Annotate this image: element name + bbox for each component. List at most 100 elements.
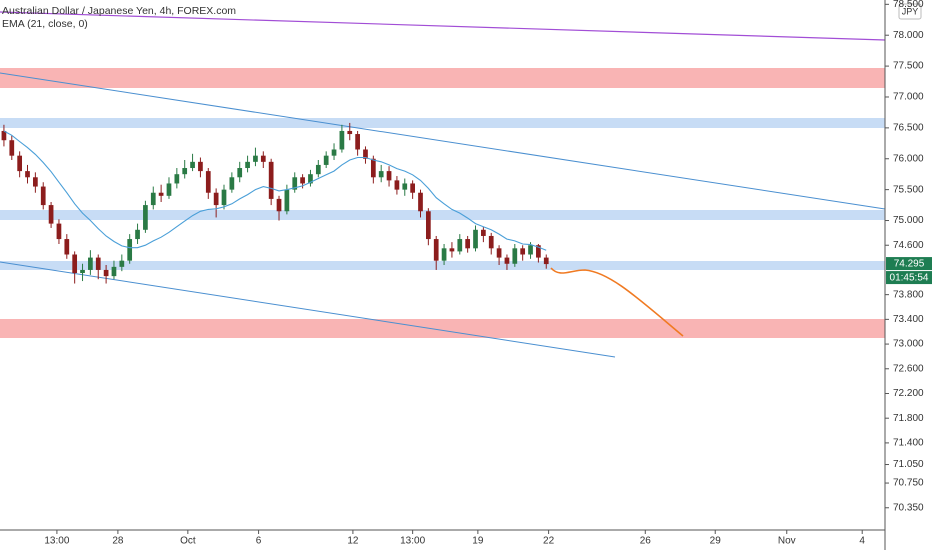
candle-body [425,211,431,240]
candle-body [347,130,353,135]
candle-body [457,239,463,252]
x-tick-label: 6 [256,536,262,547]
y-tick-label: 75.000 [893,215,924,226]
candle-body [276,198,282,212]
candle-body [449,248,455,252]
candle-body [284,189,290,212]
x-tick-label: 19 [472,536,484,547]
y-tick-label: 71.800 [893,413,924,424]
candle-body [308,174,313,184]
candle-body [496,248,502,258]
x-tick-label: 29 [710,536,722,547]
y-tick-label: 78.000 [893,30,924,41]
candle-body [418,192,423,212]
candle-body [536,245,541,258]
candle-body [25,171,30,178]
candle-body [402,183,408,190]
candle-body [386,171,392,181]
candle-body [205,171,211,193]
plot [1,122,549,284]
candle-body [40,186,46,206]
candle-body [143,205,148,230]
x-tick-label: Oct [180,536,196,547]
support-zone [0,319,885,338]
candle-body [95,257,101,270]
indicator-label: EMA (21, close, 0) [2,18,88,30]
candle-body [441,248,447,261]
candle-body [528,245,533,255]
candle-body [221,189,227,206]
trend-line [0,261,616,358]
candle-body [56,223,62,240]
candle-body [465,239,471,249]
candle-body [198,161,203,172]
countdown-label: 01:45:54 [890,273,929,284]
y-tick-label: 76.000 [893,153,924,164]
x-tick-label: 28 [112,536,124,547]
candle-body [72,254,78,274]
candle-body [150,192,156,206]
candle-body [245,161,250,169]
candle-body [88,257,93,270]
candle-body [292,177,298,190]
candle-body [237,168,243,178]
x-tick-label: 12 [347,536,359,547]
candle-body [520,248,526,255]
y-tick-label: 71.050 [893,459,924,470]
y-tick-label: 74.600 [893,240,924,251]
price-label: 74.295 [894,259,925,270]
y-tick-label: 72.200 [893,388,924,399]
y-tick-label: 73.000 [893,339,924,350]
candle-body [481,229,486,236]
candle-body [433,239,439,261]
currency-label: JPY [902,6,919,16]
candle-body [158,192,164,196]
candle-body [512,248,518,264]
trend-line [0,72,886,210]
zone [0,118,885,128]
y-tick-label: 70.750 [893,478,924,489]
candle-body [315,164,321,175]
price-label-box [886,257,932,271]
candle-body [119,260,125,267]
candle-body [488,235,494,249]
zone [0,261,885,270]
y-tick-label: 76.500 [893,123,924,134]
candle-body [543,257,549,265]
projection-path [550,267,684,337]
candle-body [339,130,345,150]
candle-body [355,134,360,150]
candle-body [378,171,384,178]
y-tick-label: 71.400 [893,438,924,449]
y-tick-label: 70.350 [893,502,924,513]
trend-line [0,11,886,41]
candle-body [229,177,235,190]
currency-box[interactable] [898,3,922,20]
candle-body [80,269,85,274]
candle-body [33,177,38,187]
y-tick-label: 73.800 [893,289,924,300]
candle-body [48,205,54,224]
x-tick-label: 13:00 [44,536,69,547]
candle-body [331,149,337,156]
candle-body [323,155,329,165]
candle-body [17,155,23,172]
x-tick-label: 4 [859,536,865,547]
zone [0,210,885,220]
x-tick-label: Nov [778,536,796,547]
candle-body [9,140,15,156]
candle-body [127,239,133,261]
y-tick-label: 73.400 [893,314,924,325]
ema-line [3,130,547,251]
candle-body [103,269,109,277]
y-tick-label: 75.500 [893,184,924,195]
x-tick-label: 22 [543,536,555,547]
candle-body [260,155,266,162]
countdown-box [886,271,932,285]
x-tick-label: 13:00 [400,536,425,547]
y-tick-label: 78.500 [893,0,924,10]
candle-body [394,180,400,190]
candle-body [363,149,368,159]
